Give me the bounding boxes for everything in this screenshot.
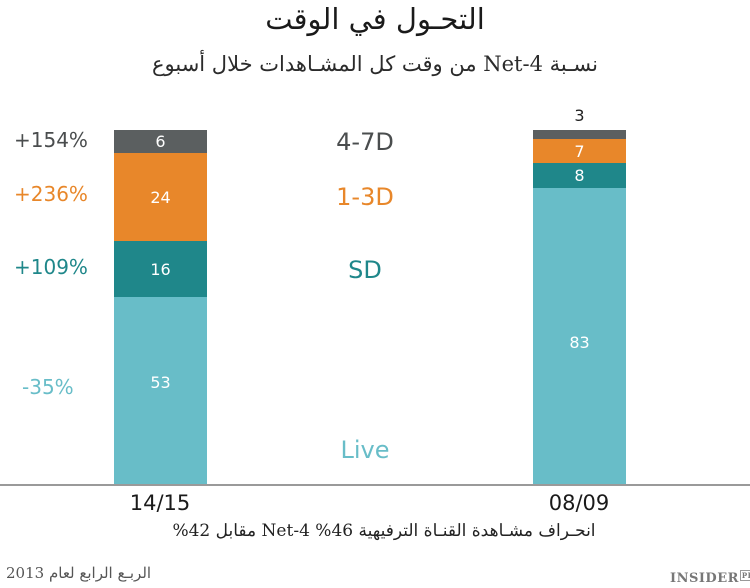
bar-08-09-1-3d: 7 xyxy=(533,139,626,163)
value-label: 7 xyxy=(574,141,585,161)
value-label: 83 xyxy=(569,333,590,352)
bar-14-15-sd: 16 xyxy=(114,241,207,297)
chart-subtitle: نسـبة 4-Net من وقت كل المشـاهدات خلال أس… xyxy=(151,52,598,76)
change-1-3d: +236% xyxy=(14,182,88,206)
legend-sd: SD xyxy=(348,256,382,284)
legend-live: Live xyxy=(340,436,390,464)
x-axis-baseline xyxy=(0,484,750,486)
bar-08-09-live: 83 xyxy=(533,188,626,484)
legend-1-3d: 1-3D xyxy=(336,183,394,211)
change-live: -35% xyxy=(22,375,74,399)
value-label: 6 xyxy=(155,132,166,151)
value-label: 53 xyxy=(150,373,171,392)
value-label: 24 xyxy=(150,187,171,207)
bar-14-15-1-3d: 24 xyxy=(114,153,207,241)
change-4-7d: +154% xyxy=(14,128,88,152)
bar-14-15-live: 53 xyxy=(114,297,207,484)
brand-suffix: PRO xyxy=(739,570,750,581)
brand-logo: INSIDERPRO xyxy=(670,570,750,586)
period-label: الربـع الرابع لعام 2013 xyxy=(6,564,152,582)
value-label: 16 xyxy=(150,259,171,279)
value-label: 8 xyxy=(574,166,585,185)
legend-4-7d: 4-7D xyxy=(336,128,394,156)
x-tick-14-15: 14/15 xyxy=(129,491,191,515)
bar-08-09-sd: 8 xyxy=(533,163,626,188)
bar-08-09-4-7d-value: 3 xyxy=(574,106,585,125)
x-tick-08-09: 08/09 xyxy=(548,491,610,515)
bar-14-15-4-7d: 6 xyxy=(114,130,207,153)
footnote: انحـراف مشـاهدة القنـاة الترفيهية 46% 4-… xyxy=(172,521,596,541)
bar-08-09-4-7d xyxy=(533,130,626,139)
chart-title: التحـول في الوقت xyxy=(265,2,485,36)
change-sd: +109% xyxy=(14,255,88,279)
brand-name: INSIDER xyxy=(670,571,739,586)
